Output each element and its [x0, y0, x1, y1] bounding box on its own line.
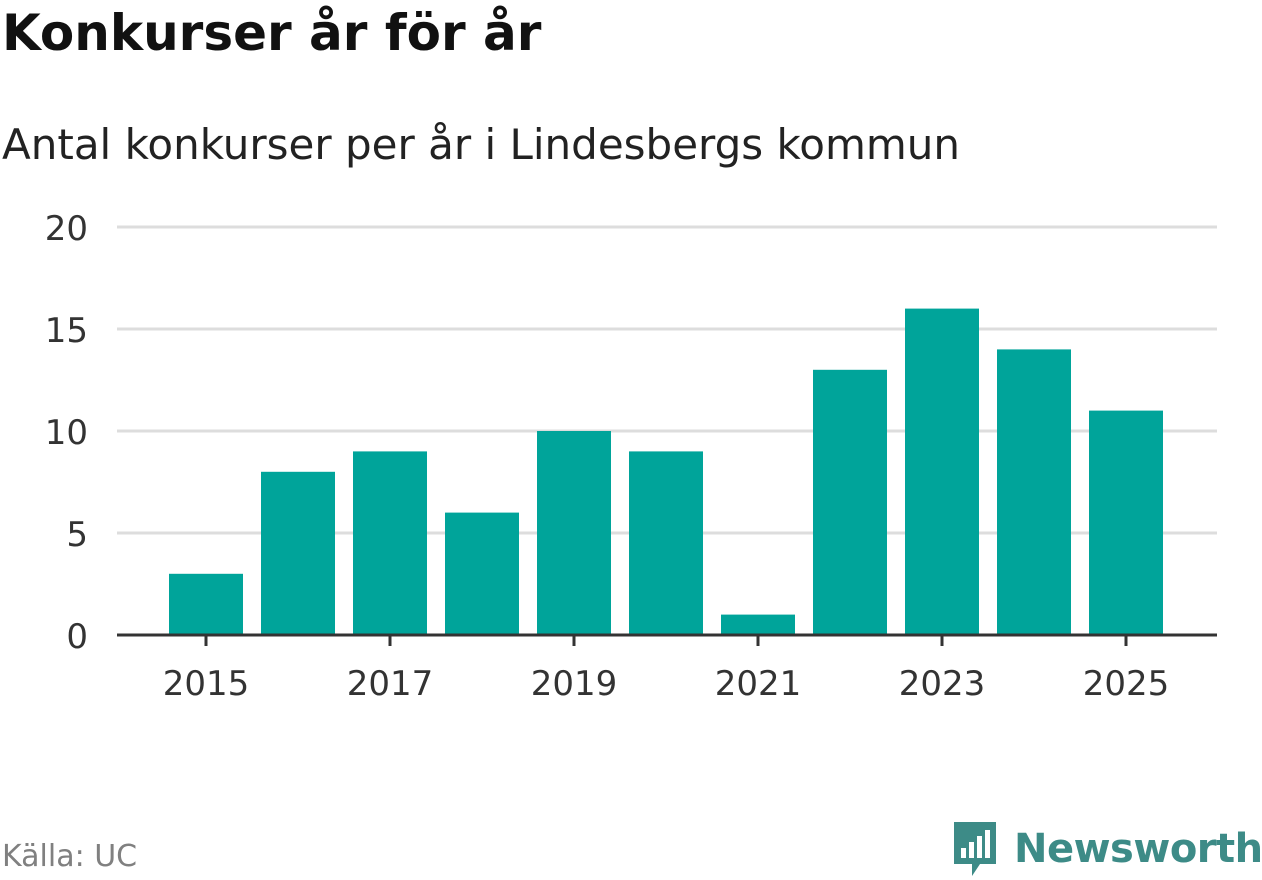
bars — [169, 308, 1163, 635]
x-tick-label: 2017 — [347, 664, 434, 704]
x-tick-label: 2015 — [163, 664, 250, 704]
bar-2022 — [813, 369, 887, 635]
x-tick-label: 2021 — [715, 664, 802, 704]
y-tick-label: 20 — [45, 209, 88, 249]
chart-title: Konkurser år för år — [2, 4, 542, 62]
bar-2015 — [169, 573, 243, 635]
newsworthy-icon — [954, 822, 996, 876]
bar-chart: 0 5 10 15 20 2015 2017 2019 2021 2023 2025 — [45, 209, 1217, 704]
bar-2019 — [537, 431, 611, 635]
x-tick-label: 2019 — [531, 664, 618, 704]
y-tick-label: 5 — [66, 515, 88, 555]
y-tick-label: 0 — [66, 617, 88, 657]
brand-logo: Newsworthy — [950, 818, 1262, 880]
axes: 0 5 10 15 20 2015 2017 2019 2021 2023 2025 — [45, 209, 1217, 704]
bar-2016 — [261, 471, 335, 635]
x-tick-label: 2025 — [1083, 664, 1170, 704]
x-tick-label: 2023 — [899, 664, 986, 704]
bar-2018 — [445, 512, 519, 635]
bar-2017 — [353, 451, 427, 635]
bar-2023 — [905, 308, 979, 635]
bar-2020 — [629, 451, 703, 635]
chart-subtitle: Antal konkurser per år i Lindesbergs kom… — [2, 120, 961, 169]
y-tick-label: 15 — [45, 311, 88, 351]
bar-2025 — [1089, 410, 1163, 635]
source-note: Källa: UC — [2, 839, 138, 874]
bar-2024 — [997, 349, 1071, 635]
bar-2021 — [721, 614, 795, 635]
y-tick-label: 10 — [45, 413, 88, 453]
brand-name: Newsworthy — [1014, 826, 1262, 872]
